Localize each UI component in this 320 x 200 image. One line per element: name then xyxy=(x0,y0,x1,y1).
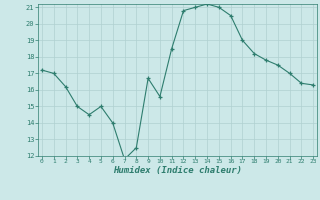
X-axis label: Humidex (Indice chaleur): Humidex (Indice chaleur) xyxy=(113,166,242,175)
